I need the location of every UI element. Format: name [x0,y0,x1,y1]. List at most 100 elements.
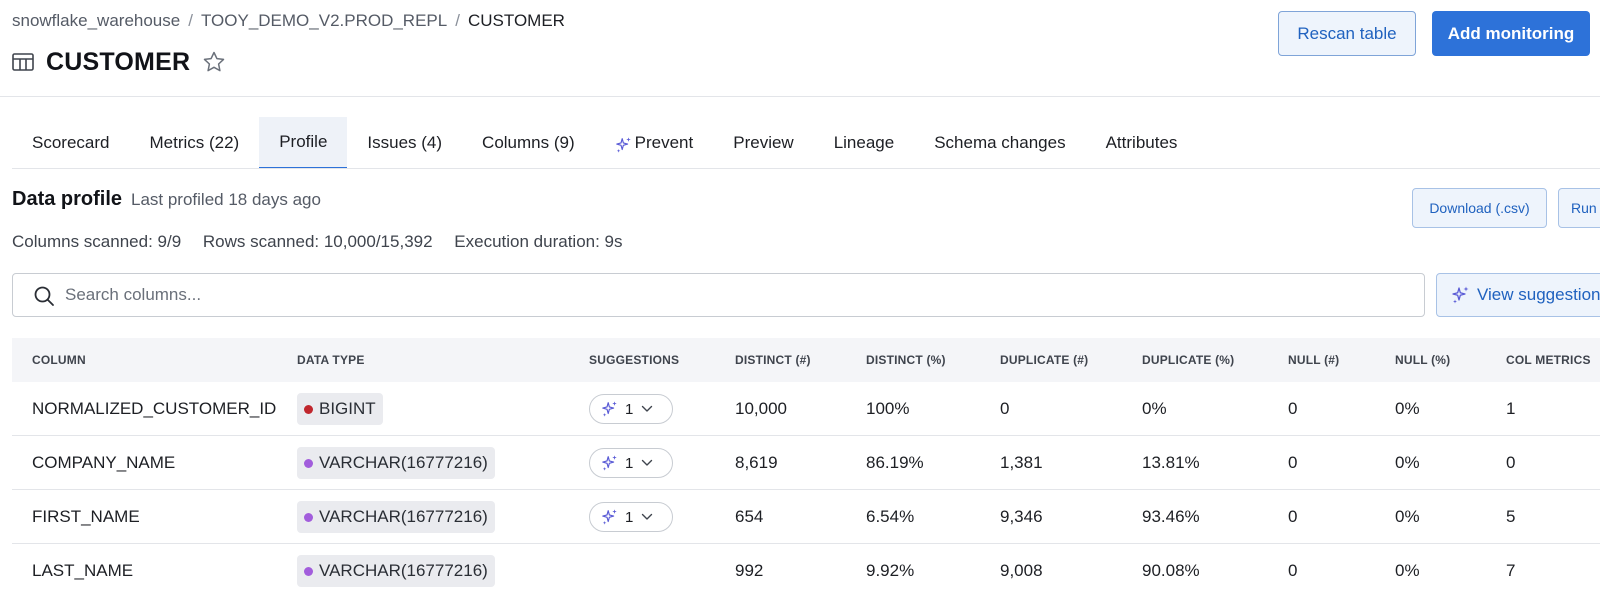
cell-col-metrics[interactable]: 0 [1506,453,1516,472]
table-row[interactable]: FIRST_NAME VARCHAR(16777216) 1 654 6.54%… [12,490,1600,544]
header-data-type[interactable]: DATA TYPE [297,353,365,367]
breadcrumb-item-schema[interactable]: TOOY_DEMO_V2.PROD_REPL [200,11,448,30]
chevron-down-icon [642,513,653,520]
suggestions-dropdown[interactable]: 1 [589,394,673,424]
cell-data-type: BIGINT [297,382,383,436]
data-type-badge: BIGINT [297,393,383,425]
cell-duplicate-pct: 93.46% [1142,507,1200,526]
data-type-badge: VARCHAR(16777216) [297,501,495,533]
data-type-label: BIGINT [319,399,376,418]
breadcrumb-separator: / [188,11,193,30]
tab-columns[interactable]: Columns (9) [462,117,595,169]
tab-preview[interactable]: Preview [713,117,813,169]
title-row: CUSTOMER [12,44,226,80]
cell-duplicate-count: 9,346 [1000,507,1043,526]
cell-distinct-pct: 6.54% [866,507,915,526]
cell-column-name[interactable]: NORMALIZED_CUSTOMER_ID [32,399,277,418]
profile-table: COLUMN DATA TYPE SUGGESTIONS DISTINCT (#… [12,338,1600,596]
data-type-label: VARCHAR(16777216) [319,453,488,472]
rows-scanned: Rows scanned: 10,000/15,392 [202,232,433,251]
cell-duplicate-count: 9,008 [1000,561,1043,580]
sparkle-icon [615,137,631,153]
suggestions-dropdown[interactable]: 1 [589,502,673,532]
cell-column-name[interactable]: LAST_NAME [32,561,134,580]
search-input[interactable] [65,280,1405,310]
header-null-count[interactable]: NULL (#) [1288,353,1340,367]
add-monitoring-button[interactable]: Add monitoring [1432,11,1590,56]
cell-distinct-count: 992 [735,561,764,580]
cell-distinct-pct: 9.92% [866,561,915,580]
tab-metrics[interactable]: Metrics (22) [129,117,259,169]
header-duplicate-count[interactable]: DUPLICATE (#) [1000,353,1089,367]
cell-suggestions: 1 [589,436,673,490]
tab-prevent[interactable]: Prevent [595,117,714,169]
rescan-table-button[interactable]: Rescan table [1278,11,1416,56]
tab-attributes[interactable]: Attributes [1086,117,1198,169]
tab-label: Metrics (22) [149,133,240,152]
tab-lineage[interactable]: Lineage [814,117,915,169]
sparkle-icon [602,455,617,471]
header-null-pct[interactable]: NULL (%) [1395,353,1451,367]
cell-col-metrics[interactable]: 5 [1506,507,1516,526]
execution-duration: Execution duration: 9s [454,232,623,251]
data-type-label: VARCHAR(16777216) [319,507,488,526]
type-dot-icon [304,458,313,468]
header-col-metrics[interactable]: COL METRICS [1506,353,1591,367]
table-row[interactable]: LAST_NAME VARCHAR(16777216) 992 9.92% 9,… [12,544,1600,596]
tab-label: Schema changes [934,133,1066,152]
header-suggestions[interactable]: SUGGESTIONS [589,353,680,367]
sparkle-icon [602,509,617,525]
cell-null-count: 0 [1288,507,1298,526]
cell-duplicate-pct: 0% [1142,399,1167,418]
suggestion-count: 1 [625,508,634,526]
cell-col-metrics[interactable]: 7 [1506,561,1516,580]
cell-data-type: VARCHAR(16777216) [297,544,495,596]
tab-label: Preview [733,133,794,152]
cell-data-type: VARCHAR(16777216) [297,436,495,490]
tab-profile[interactable]: Profile [259,117,348,169]
chevron-down-icon [642,405,653,412]
section-title: Data profile [12,188,123,210]
tab-schema-changes[interactable]: Schema changes [914,117,1085,169]
download-csv-button[interactable]: Download (.csv) [1412,188,1547,228]
run-button[interactable]: Run [1558,188,1600,228]
cell-null-pct: 0% [1395,453,1420,472]
cell-suggestions: 1 [589,490,673,544]
tab-issues[interactable]: Issues (4) [347,117,462,169]
tab-scorecard[interactable]: Scorecard [12,117,129,169]
tab-label: Columns (9) [482,133,575,152]
header-distinct-count[interactable]: DISTINCT (#) [735,353,811,367]
tab-label: Attributes [1105,133,1178,152]
breadcrumb-item-warehouse[interactable]: snowflake_warehouse [12,11,181,30]
header-column[interactable]: COLUMN [32,353,86,367]
cell-data-type: VARCHAR(16777216) [297,490,495,544]
cell-null-pct: 0% [1395,399,1420,418]
view-suggestions-button[interactable]: View suggestions [1436,273,1600,317]
sparkle-icon [1452,286,1469,304]
cell-duplicate-count: 1,381 [1000,453,1043,472]
cell-null-pct: 0% [1395,507,1420,526]
table-icon [12,53,34,71]
header-duplicate-pct[interactable]: DUPLICATE (%) [1142,353,1235,367]
profile-stats: Columns scanned: 9/9 Rows scanned: 10,00… [12,232,640,252]
table-row[interactable]: NORMALIZED_CUSTOMER_ID BIGINT 1 10,000 1… [12,382,1600,436]
columns-scanned: Columns scanned: 9/9 [12,232,182,251]
cell-suggestions: 1 [589,382,673,436]
star-icon[interactable] [202,50,226,74]
header-distinct-pct[interactable]: DISTINCT (%) [866,353,946,367]
tab-label: Lineage [833,133,895,152]
cell-null-pct: 0% [1395,561,1420,580]
data-type-badge: VARCHAR(16777216) [297,447,495,479]
cell-distinct-pct: 86.19% [866,453,924,472]
chevron-down-icon [642,459,653,466]
breadcrumb-separator: / [455,11,460,30]
cell-col-metrics[interactable]: 1 [1506,399,1516,418]
table-row[interactable]: COMPANY_NAME VARCHAR(16777216) 1 8,619 8… [12,436,1600,490]
cell-null-count: 0 [1288,561,1298,580]
cell-column-name[interactable]: COMPANY_NAME [32,453,176,472]
suggestions-dropdown[interactable]: 1 [589,448,673,478]
cell-distinct-pct: 100% [866,399,910,418]
tab-label: Prevent [634,133,694,152]
cell-column-name[interactable]: FIRST_NAME [32,507,140,526]
type-dot-icon [304,512,313,522]
